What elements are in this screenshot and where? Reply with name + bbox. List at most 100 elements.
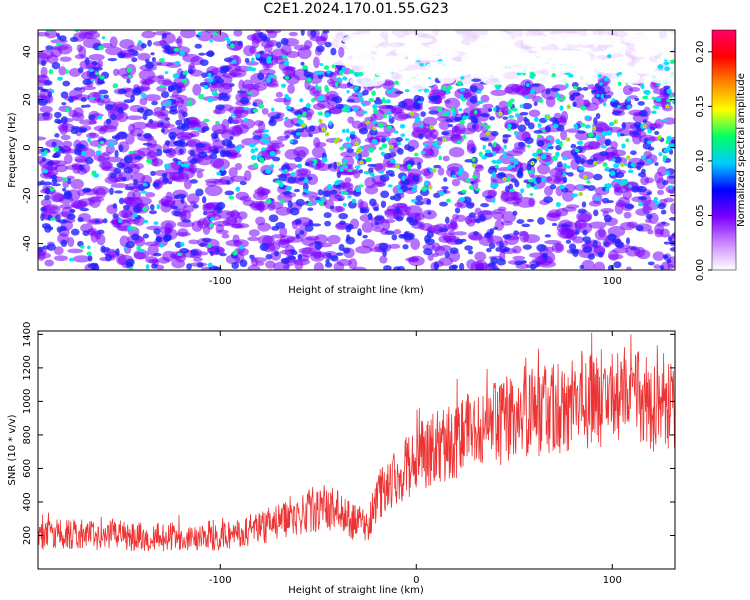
heatmap-texture-blob xyxy=(370,50,378,55)
heatmap-texture-blob xyxy=(502,134,512,138)
heatmap-texture-blob xyxy=(192,83,202,96)
heatmap-texture-blob xyxy=(469,95,478,104)
heatmap-y-axis-label: Frequency (Hz) xyxy=(7,112,18,188)
heatmap-texture-blob xyxy=(251,57,255,63)
heatmap-texture-blob xyxy=(267,203,276,211)
heatmap-texture-blob xyxy=(151,263,158,269)
heatmap-texture-blob xyxy=(38,94,47,99)
heatmap-texture-blob xyxy=(555,202,562,208)
heatmap-texture-blob xyxy=(248,92,253,95)
heatmap-texture-blob xyxy=(473,231,479,236)
heatmap-texture-blob xyxy=(533,130,543,134)
heatmap-texture-blob xyxy=(512,164,516,168)
heatmap-texture-blob xyxy=(531,257,547,265)
heatmap-texture-blob xyxy=(245,61,259,66)
heatmap-texture-blob xyxy=(514,130,519,136)
heatmap-texture-blob xyxy=(437,167,445,176)
heatmap-texture-blob xyxy=(407,168,422,178)
heatmap-texture-blob xyxy=(570,143,577,149)
heatmap-texture-blob xyxy=(173,194,180,200)
heatmap-texture-blob xyxy=(581,201,587,208)
heatmap-texture-blob xyxy=(243,107,249,111)
heatmap-texture-blob xyxy=(575,148,580,153)
heatmap-texture-blob xyxy=(362,89,369,96)
heatmap-texture-blob xyxy=(636,225,644,232)
heatmap-texture-blob xyxy=(448,147,465,158)
heatmap-texture-blob xyxy=(61,102,67,106)
heatmap-texture-blob xyxy=(479,113,490,118)
heatmap-texture-blob xyxy=(174,61,181,65)
heatmap-texture-blob xyxy=(484,149,491,154)
heatmap-texture-blob xyxy=(638,109,648,117)
heatmap-texture-blob xyxy=(305,190,311,194)
heatmap-texture-blob xyxy=(640,155,647,159)
heatmap-texture-blob xyxy=(566,231,578,241)
heatmap-texture-blob xyxy=(39,105,53,113)
heatmap-texture-blob xyxy=(330,255,339,262)
heatmap-texture-blob xyxy=(347,195,352,199)
heatmap-texture-blob xyxy=(461,189,467,194)
heatmap-texture-blob xyxy=(467,39,511,54)
heatmap-texture-blob xyxy=(181,78,188,84)
heatmap-texture-blob xyxy=(404,138,410,141)
heatmap-texture-blob xyxy=(426,199,432,206)
heatmap-texture-blob xyxy=(594,59,627,74)
heatmap-texture-blob xyxy=(256,53,261,59)
heatmap-texture-blob xyxy=(387,184,393,188)
heatmap-texture-blob xyxy=(344,37,367,50)
heatmap-texture-blob xyxy=(625,266,632,270)
heatmap-texture-blob xyxy=(367,163,377,167)
heatmap-texture-blob xyxy=(361,221,374,233)
heatmap-texture-blob xyxy=(497,172,506,177)
heatmap-texture-blob xyxy=(54,111,62,119)
heatmap-texture-blob xyxy=(640,83,645,89)
heatmap-texture-blob xyxy=(113,168,122,174)
heatmap-texture-blob xyxy=(54,150,61,158)
heatmap-texture-blob xyxy=(492,151,497,157)
heatmap-texture-blob xyxy=(563,163,568,169)
heatmap-texture-blob xyxy=(622,84,633,96)
heatmap-texture-blob xyxy=(530,160,535,166)
heatmap-texture-blob xyxy=(46,161,55,166)
heatmap-texture-blob xyxy=(166,100,172,106)
heatmap-texture-blob xyxy=(379,174,390,182)
heatmap-texture-blob xyxy=(213,178,229,185)
heatmap-texture-blob xyxy=(438,155,443,161)
heatmap-texture-blob xyxy=(662,254,668,259)
heatmap-texture-blob xyxy=(373,108,378,114)
heatmap-texture-blob xyxy=(669,186,673,190)
heatmap-texture-blob xyxy=(213,266,222,270)
heatmap-texture-blob xyxy=(78,164,84,171)
heatmap-texture-blob xyxy=(462,196,472,204)
heatmap-texture-blob xyxy=(286,97,292,101)
heatmap-texture-blob xyxy=(161,199,176,208)
heatmap-texture-blob xyxy=(38,74,48,79)
heatmap-texture-blob xyxy=(604,138,612,146)
heatmap-texture-blob xyxy=(480,94,490,103)
heatmap-texture-blob xyxy=(491,171,496,178)
heatmap-texture-blob xyxy=(595,113,601,119)
heatmap-texture-blob xyxy=(647,136,661,142)
heatmap-texture-blob xyxy=(228,167,238,178)
heatmap-texture-blob xyxy=(402,30,414,36)
heatmap-texture-blob xyxy=(187,193,200,205)
heatmap-texture-blob xyxy=(390,159,397,164)
heatmap-texture-blob xyxy=(109,36,118,48)
heatmap-texture-blob xyxy=(474,207,482,216)
heatmap-texture-blob xyxy=(99,75,105,80)
heatmap-texture-blob xyxy=(333,161,338,170)
heatmap-texture-blob xyxy=(385,169,395,176)
heatmap-texture-blob xyxy=(453,231,467,236)
heatmap-texture-blob xyxy=(212,147,219,155)
heatmap-texture-blob xyxy=(665,170,671,176)
heatmap-texture-blob xyxy=(68,257,75,262)
heatmap-texture-blob xyxy=(243,117,249,123)
heatmap-texture-blob xyxy=(182,205,195,213)
heatmap-texture-blob xyxy=(168,181,173,185)
heatmap-texture-blob xyxy=(42,181,53,186)
heatmap-texture-blob xyxy=(234,162,243,171)
heatmap-texture-blob xyxy=(318,118,323,124)
heatmap-texture-blob xyxy=(296,114,302,119)
heatmap-texture-blob xyxy=(666,135,673,141)
heatmap-texture-blob xyxy=(209,39,214,43)
